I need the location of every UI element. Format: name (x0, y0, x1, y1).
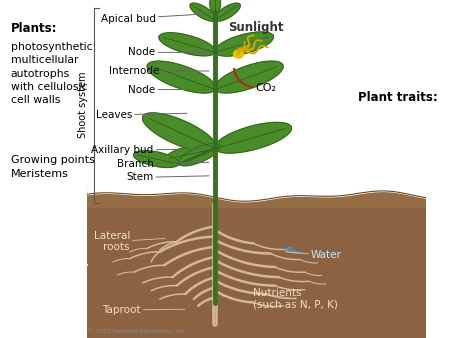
Text: Nutrients
(such as N, P, K): Nutrients (such as N, P, K) (253, 288, 338, 310)
Text: Lateral
roots: Lateral roots (94, 231, 166, 252)
Polygon shape (215, 3, 240, 21)
Polygon shape (215, 32, 274, 56)
Text: Leaves: Leaves (96, 110, 187, 120)
Text: CO₂: CO₂ (256, 83, 277, 93)
Text: © 2011 Pearson Education, Inc.: © 2011 Pearson Education, Inc. (87, 329, 187, 334)
Text: Water: Water (286, 250, 342, 260)
Polygon shape (166, 145, 215, 163)
Text: Node: Node (128, 84, 209, 95)
Polygon shape (215, 61, 283, 93)
Circle shape (234, 50, 244, 58)
Polygon shape (143, 113, 216, 152)
Text: Taproot: Taproot (102, 305, 184, 315)
Text: Shoot system: Shoot system (78, 72, 88, 138)
Text: Sunlight: Sunlight (228, 21, 284, 33)
Polygon shape (179, 144, 220, 166)
Polygon shape (190, 3, 216, 21)
Text: Axillary bud: Axillary bud (91, 145, 209, 155)
Polygon shape (159, 33, 216, 56)
Text: Node: Node (128, 47, 209, 57)
Polygon shape (215, 122, 292, 153)
Text: Stem: Stem (126, 172, 209, 183)
Text: Branch: Branch (117, 159, 209, 169)
Text: Growing points
Meristems: Growing points Meristems (11, 155, 94, 179)
Text: Internode: Internode (109, 66, 209, 76)
FancyArrowPatch shape (234, 69, 253, 88)
Text: Apical bud: Apical bud (100, 14, 209, 24)
Text: photosynthetic
multicellular
autotrophs
with cellulosic
cell walls: photosynthetic multicellular autotrophs … (11, 42, 92, 105)
Text: Root system: Root system (79, 235, 90, 296)
Text: Plant traits:: Plant traits: (358, 91, 438, 104)
Bar (87, 188, 426, 208)
Polygon shape (210, 0, 220, 14)
Polygon shape (134, 151, 179, 168)
Polygon shape (147, 61, 216, 93)
Bar (87, 191, 426, 338)
Text: Plants:: Plants: (11, 22, 57, 35)
